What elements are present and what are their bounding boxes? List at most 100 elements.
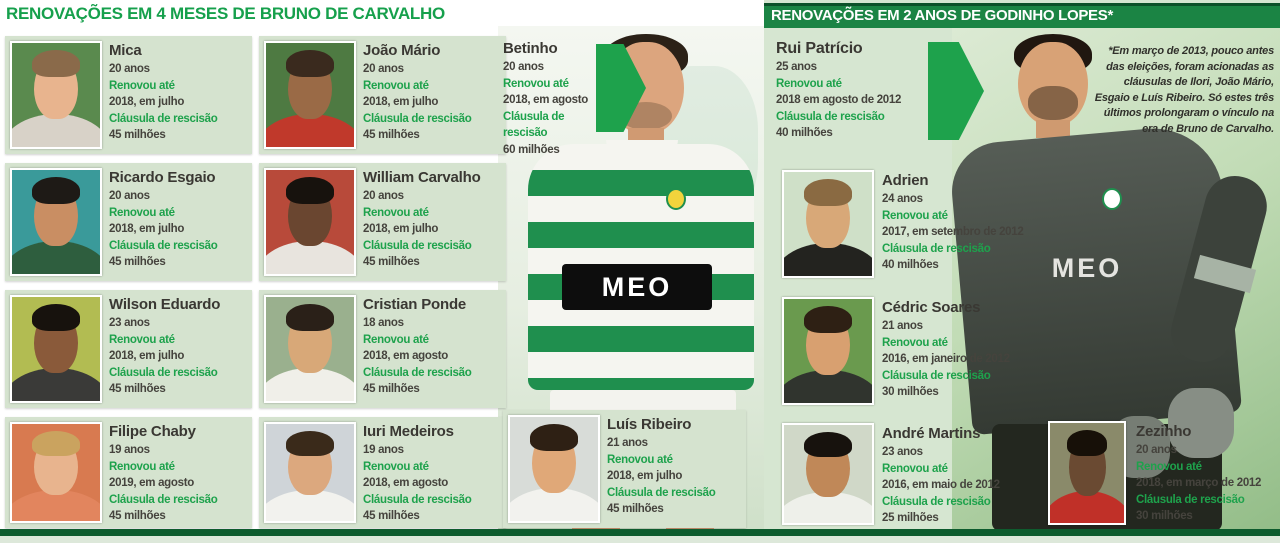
player-photo xyxy=(264,168,356,276)
shirt-shape xyxy=(12,113,100,147)
player-age: 20 anos xyxy=(109,63,150,75)
renewed-date: 2018 em agosto de 2012 xyxy=(776,94,902,106)
player-photo xyxy=(10,41,102,149)
player-age: 25 anos xyxy=(776,61,817,73)
hair-shape xyxy=(286,430,334,456)
renewed-label: Renovou até xyxy=(1136,460,1202,473)
renewed-label: Renovou até xyxy=(882,462,948,475)
renewed-label: Renovou até xyxy=(882,336,948,349)
player-photo xyxy=(1048,421,1126,525)
player-age: 21 anos xyxy=(607,437,648,449)
bottom-light-strip xyxy=(0,536,1280,543)
player-age: 19 anos xyxy=(363,444,404,456)
player-info: Cédric Soares 21 anos Renovou até 2016, … xyxy=(882,299,1038,401)
shirt-shape xyxy=(784,242,872,276)
player-name: Cristian Ponde xyxy=(363,296,467,313)
player-info: William Carvalho 20 anos Renovou até 201… xyxy=(363,169,502,271)
clause-value: 45 milhões xyxy=(363,129,420,141)
hair-shape xyxy=(804,306,852,334)
player-info: Iuri Medeiros 19 anos Renovou até 2018, … xyxy=(363,423,502,525)
player-card: Filipe Chaby 19 anos Renovou até 2019, e… xyxy=(5,417,252,528)
player-info: Mica 20 anos Renovou até 2018, em julho … xyxy=(109,42,248,144)
player-info: Adrien 24 anos Renovou até 2017, em sete… xyxy=(882,172,1038,274)
hair-shape xyxy=(1067,430,1107,456)
meo-sponsor-logo: MEO xyxy=(1051,252,1123,283)
hair-shape xyxy=(530,424,578,452)
sporting-crest xyxy=(1102,188,1122,210)
clause-label: Cláusula de rescisão xyxy=(882,495,991,508)
keeper-glove xyxy=(1168,388,1234,458)
player-age: 20 anos xyxy=(1136,444,1177,456)
player-card: Adrien 24 anos Renovou até 2017, em sete… xyxy=(772,166,1042,284)
player-photo xyxy=(508,415,600,523)
shirt-shape xyxy=(12,240,100,274)
bottom-green-bar xyxy=(0,529,1280,536)
clause-label: Cláusula de rescisão xyxy=(363,493,472,506)
clause-value: 45 milhões xyxy=(109,510,166,522)
clause-value: 40 milhões xyxy=(882,259,939,271)
clause-label: Cláusula de rescisão xyxy=(363,366,472,379)
shirt-shape xyxy=(266,367,354,401)
hair-shape xyxy=(32,50,80,78)
renewed-date: 2018, em março de 2012 xyxy=(1136,477,1262,489)
hair-shape xyxy=(32,177,80,205)
featured-player-rui-patricio: Rui Patrício 25 anos Renovou até 2018 em… xyxy=(776,40,938,142)
player-name: Mica xyxy=(109,42,142,59)
player-photo xyxy=(10,168,102,276)
shirt-shape xyxy=(12,489,100,521)
player-photo xyxy=(10,295,102,403)
left-section-title: RENOVAÇÕES EM 4 MESES DE BRUNO DE CARVAL… xyxy=(6,4,445,23)
renewed-label: Renovou até xyxy=(363,333,429,346)
renewed-date: 2017, em setembro de 2012 xyxy=(882,226,1024,238)
player-name: Wilson Eduardo xyxy=(109,296,221,313)
player-age: 21 anos xyxy=(882,320,923,332)
clause-label: Cláusula de rescisão xyxy=(109,366,218,379)
shirt-shape xyxy=(12,367,100,401)
renewed-label: Renovou até xyxy=(109,79,175,92)
clause-label: Cláusula de rescisão xyxy=(109,239,218,252)
player-name: Adrien xyxy=(882,172,929,189)
player-age: 23 anos xyxy=(882,446,923,458)
player-name: Iuri Medeiros xyxy=(363,423,454,440)
player-info: André Martins 23 anos Renovou até 2016, … xyxy=(882,425,1038,527)
player-card: William Carvalho 20 anos Renovou até 201… xyxy=(259,163,506,281)
shirt-shape xyxy=(266,489,354,521)
clause-label: Cláusula de rescisão xyxy=(607,486,716,499)
shirt-shape xyxy=(510,487,598,521)
player-name: Zezinho xyxy=(1136,423,1192,440)
hair-shape xyxy=(286,177,334,205)
player-card: André Martins 23 anos Renovou até 2016, … xyxy=(772,419,1042,529)
player-info: Cristian Ponde 18 anos Renovou até 2018,… xyxy=(363,296,502,398)
renewed-label: Renovou até xyxy=(607,453,673,466)
player-age: 24 anos xyxy=(882,193,923,205)
hair-shape xyxy=(286,50,334,78)
betinho-collar xyxy=(606,140,678,154)
sporting-crest xyxy=(666,188,686,210)
player-photo xyxy=(782,423,874,525)
player-info: Wilson Eduardo 23 anos Renovou até 2018,… xyxy=(109,296,248,398)
player-card: Luís Ribeiro 21 anos Renovou até 2018, e… xyxy=(503,410,746,528)
hair-shape xyxy=(32,430,80,456)
clause-value: 30 milhões xyxy=(1136,510,1193,522)
player-card: Zezinho 20 anos Renovou até 2018, em mar… xyxy=(1040,417,1280,529)
player-name: Ricardo Esgaio xyxy=(109,169,216,186)
player-info: João Mário 20 anos Renovou até 2018, em … xyxy=(363,42,502,144)
player-info: Zezinho 20 anos Renovou até 2018, em mar… xyxy=(1136,423,1278,525)
player-card: Cristian Ponde 18 anos Renovou até 2018,… xyxy=(259,290,506,408)
clause-value: 60 milhões xyxy=(503,143,560,156)
featured-player-betinho: Betinho 20 anos Renovou até 2018, em ago… xyxy=(503,40,600,158)
player-info: Luís Ribeiro 21 anos Renovou até 2018, e… xyxy=(607,416,742,518)
player-photo xyxy=(264,295,356,403)
player-age: 20 anos xyxy=(503,61,544,73)
keeper-neck xyxy=(1036,120,1070,138)
shirt-shape xyxy=(784,369,872,403)
clause-value: 25 milhões xyxy=(882,512,939,524)
player-photo xyxy=(10,422,102,523)
renewed-date: 2016, em janeiro de 2012 xyxy=(882,353,1010,365)
clause-value: 45 milhões xyxy=(363,510,420,522)
shirt-shape xyxy=(784,491,872,523)
player-name: Luís Ribeiro xyxy=(607,416,692,433)
clause-value: 45 milhões xyxy=(109,383,166,395)
player-name: Cédric Soares xyxy=(882,299,981,316)
